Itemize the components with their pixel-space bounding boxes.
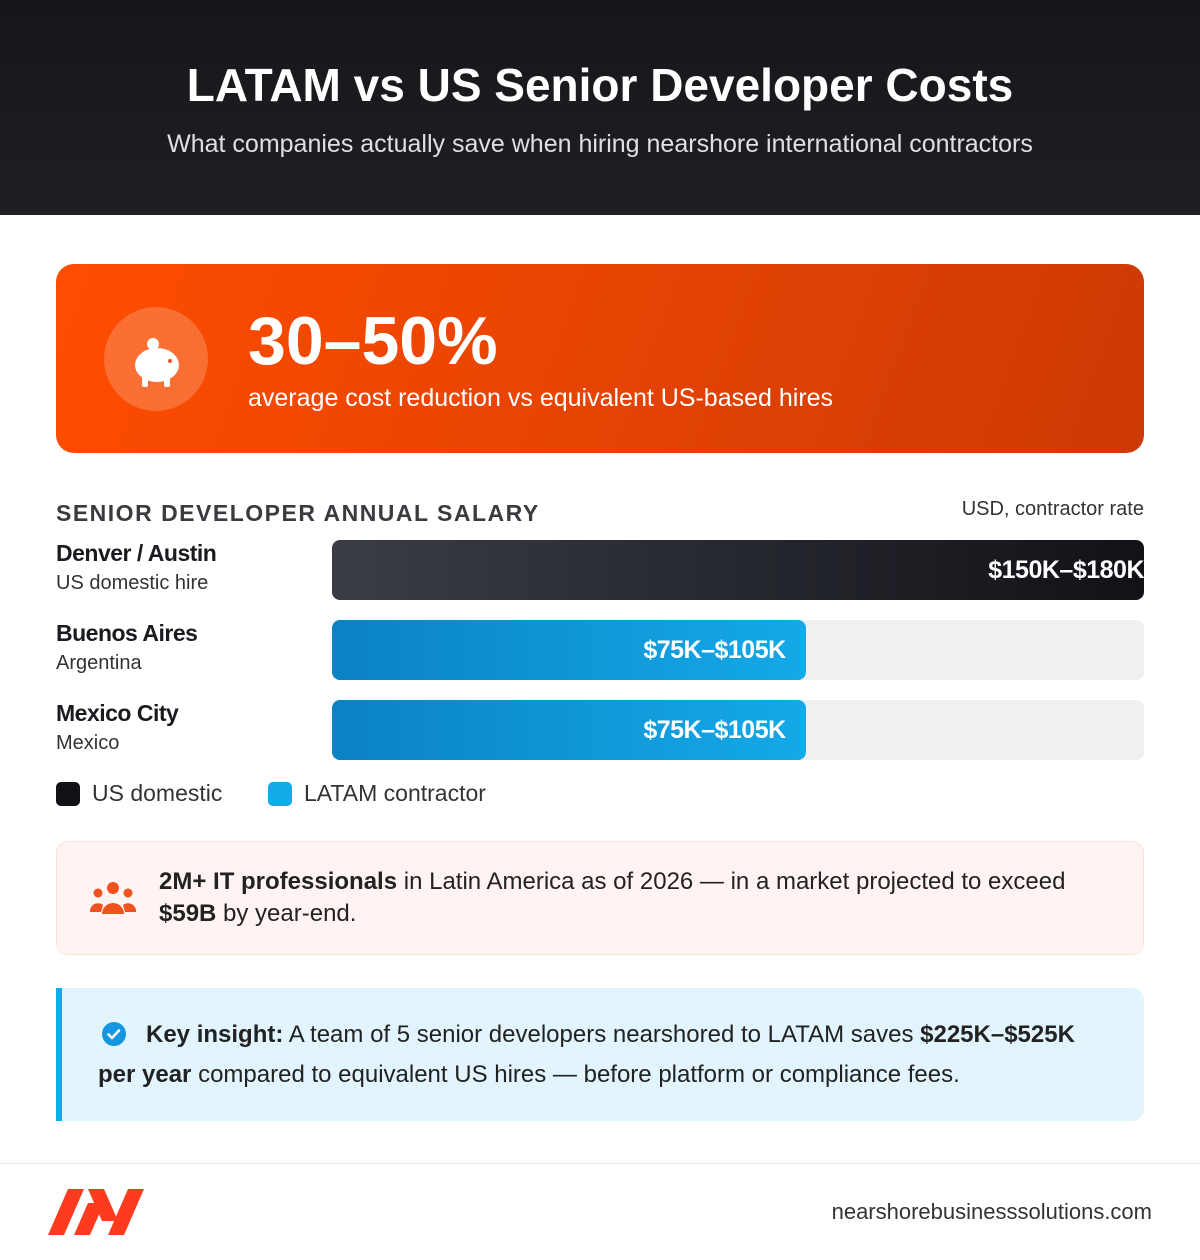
check-icon [102, 1022, 126, 1046]
people-icon [89, 882, 137, 914]
subtitle: What companies actually save when hiring… [167, 130, 1033, 158]
stat-bold: 2M+ IT professionals [159, 868, 398, 895]
legend-label: LATAM contractor [304, 780, 486, 806]
bar [332, 700, 806, 760]
piggy-icon [104, 307, 208, 411]
chart-title: SENIOR DEVELOPER ANNUAL SALARY [56, 500, 540, 526]
category-subtitle: Argentina [56, 652, 142, 674]
insight-text: Key insight: A team of 5 senior develope… [98, 1015, 1118, 1095]
insight-bold: Key insight: [146, 1021, 284, 1048]
legend-swatch [268, 782, 292, 806]
insight-text-part: compared to equivalent US hires — before… [191, 1061, 960, 1088]
stat-text-part: by year-end. [216, 900, 357, 927]
insight-text-part: A team of 5 senior developers nearshored… [283, 1021, 921, 1048]
logo [48, 1189, 144, 1235]
stat-text: 2M+ IT professionals in Latin America as… [159, 866, 1109, 930]
title: LATAM vs US Senior Developer Costs [186, 59, 1014, 111]
stat-box [56, 841, 1144, 955]
footer-rule [0, 1163, 1200, 1164]
footer-url: nearshorebusinesssolutions.com [831, 1199, 1152, 1224]
category-label: Buenos Aires [56, 620, 198, 646]
unit-note: USD, contractor rate [961, 498, 1144, 520]
value-label: $75K–$105K [643, 636, 786, 664]
bar [332, 540, 1144, 600]
stat-text-part: in Latin America as of 2026 — in a marke… [397, 868, 1066, 895]
insight-bold: $225K–$525K per year [98, 1021, 1075, 1088]
stat-bold: $59B [159, 900, 217, 927]
category-subtitle: Mexico [56, 732, 120, 754]
header [0, 0, 1200, 215]
highlight-text: average cost reduction vs equivalent US-… [248, 384, 834, 412]
value-label: $75K–$105K [643, 716, 786, 744]
category-label: Mexico City [56, 700, 179, 726]
legend-label: US domestic [92, 780, 223, 806]
category-label: Denver / Austin [56, 540, 217, 566]
category-subtitle: US domestic hire [56, 572, 209, 594]
highlight-figure: 30–50% [248, 303, 498, 379]
highlight-card [56, 264, 1144, 453]
legend-swatch [56, 782, 80, 806]
insight-box [56, 988, 1144, 1121]
bar [332, 620, 806, 680]
value-label: $150K–$180K [988, 556, 1144, 584]
